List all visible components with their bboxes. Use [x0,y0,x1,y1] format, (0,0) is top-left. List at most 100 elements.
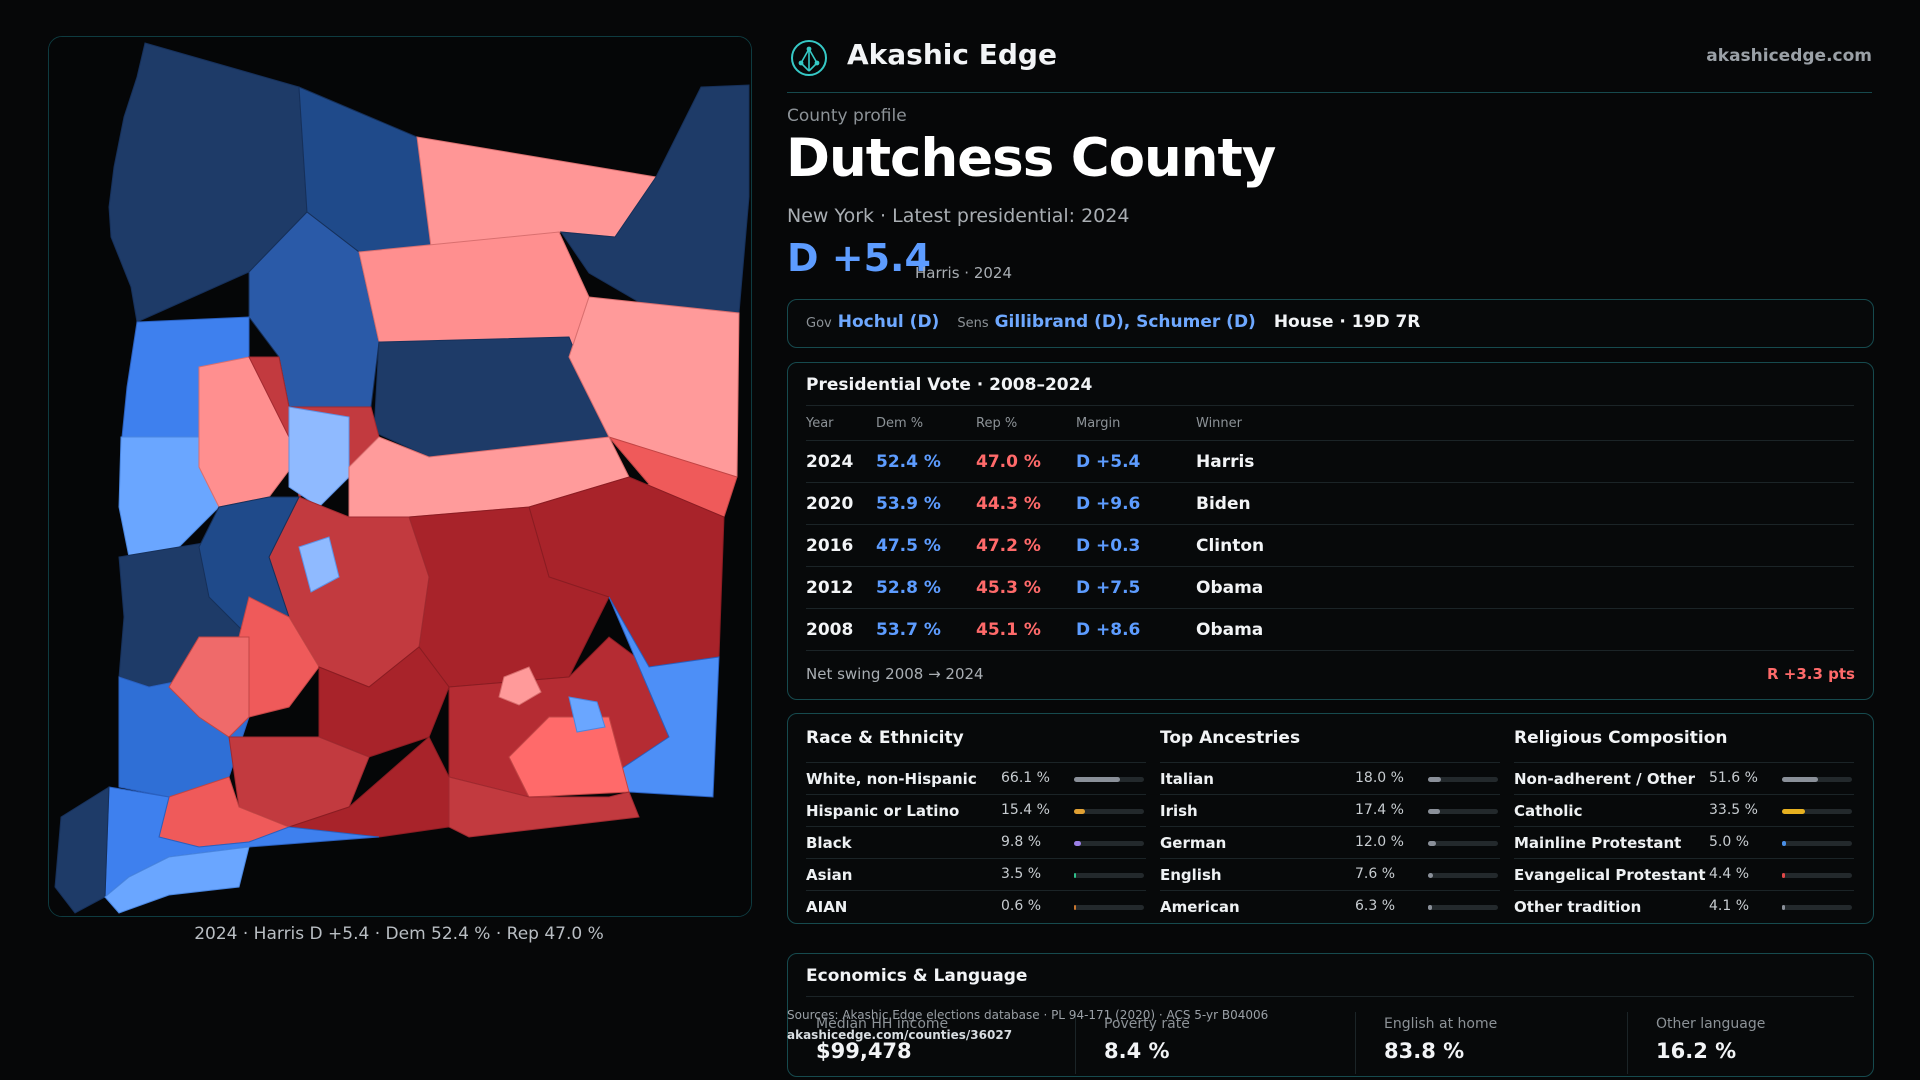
presidential-vote-card: Presidential Vote · 2008–2024 Year Dem %… [787,362,1874,700]
list-item: AIAN 0.6 % [806,890,1146,923]
cell-margin: D +9.6 [1076,482,1196,525]
demo-label: Evangelical Protestant [1514,866,1706,884]
demo-bar [1074,777,1144,782]
county-map[interactable] [48,36,752,917]
col-winner: Winner [1196,405,1854,441]
demo-bar [1782,809,1852,814]
demo-bar [1074,841,1144,846]
cell-margin: D +0.3 [1076,524,1196,567]
sources-url-link[interactable]: akashicedge.com/counties/36027 [787,1028,1013,1042]
demo-bar [1428,905,1498,910]
cell-rep: 47.2 % [976,524,1076,567]
sources-text: Sources: Akashic Edge elections database… [787,1008,1269,1022]
demo-label: AIAN [806,898,848,916]
headline-margin: D +5.4 [787,236,931,280]
demo-value: 12.0 % [1355,834,1404,850]
demo-value: 15.4 % [1001,802,1050,818]
ancestry-title: Top Ancestries [1160,728,1301,748]
demo-label: White, non-Hispanic [806,770,977,788]
cell-winner: Harris [1196,440,1854,483]
list-item: Irish 17.4 % [1160,794,1500,827]
metric-value: 16.2 % [1656,1039,1737,1063]
presidential-table: Year Dem % Rep % Margin Winner 2024 52.4… [806,405,1854,651]
demo-value: 66.1 % [1001,770,1050,786]
brand-url-link[interactable]: akashicedge.com [1706,46,1872,66]
table-row: 2024 52.4 % 47.0 % D +5.4 Harris [806,440,1854,483]
page-subtitle: New York · Latest presidential: 2024 [787,205,1130,227]
metric-english-at-home: English at home 83.8 % [1355,1012,1628,1074]
demo-value: 51.6 % [1709,770,1758,786]
map-region[interactable] [498,666,542,706]
demo-bar-fill [1074,905,1076,910]
map-region[interactable] [288,406,350,508]
cell-dem: 53.9 % [876,482,976,525]
table-row: 2012 52.8 % 45.3 % D +7.5 Obama [806,566,1854,609]
demo-label: Other tradition [1514,898,1642,916]
metric-value: $99,478 [816,1039,912,1063]
demographics-card: Race & Ethnicity White, non-Hispanic 66.… [787,713,1874,924]
cell-year: 2024 [806,440,876,483]
metric-label: English at home [1384,1016,1498,1032]
economics-card: Economics & Language Median HH income $9… [787,953,1874,1077]
map-region[interactable] [298,536,340,593]
cell-margin: D +7.5 [1076,566,1196,609]
list-item: Non-adherent / Other 51.6 % [1514,762,1854,795]
col-margin: Margin [1076,405,1196,441]
demo-label: Mainline Protestant [1514,834,1682,852]
officials-card: Gov Hochul (D) Sens Gillibrand (D), Schumer… [787,299,1874,348]
metric-label: Median HH income [816,1016,949,1032]
demo-value: 4.4 % [1709,866,1750,882]
senators-value: Gillibrand (D), Schumer (D) [994,312,1256,332]
brand-name: Akashic Edge [847,38,1057,71]
list-item: Italian 18.0 % [1160,762,1500,795]
economics-title: Economics & Language [806,966,1028,986]
col-rep: Rep % [976,405,1076,441]
map-region[interactable] [54,786,110,914]
demo-bar-fill [1782,777,1818,782]
list-item: Catholic 33.5 % [1514,794,1854,827]
demo-bar [1074,809,1144,814]
metric-label: Poverty rate [1104,1016,1190,1032]
list-item: White, non-Hispanic 66.1 % [806,762,1146,795]
demo-label: Catholic [1514,802,1583,820]
cell-year: 2008 [806,608,876,651]
sources-footer: Sources: Akashic Edge elections database… [787,1005,1268,1045]
sens-label: Sens [957,316,989,331]
map-region[interactable] [608,596,720,798]
demo-bar-fill [1428,809,1440,814]
presidential-title: Presidential Vote · 2008–2024 [806,375,1093,395]
cell-dem: 47.5 % [876,524,976,567]
demo-value: 33.5 % [1709,802,1758,818]
demo-label: Non-adherent / Other [1514,770,1695,788]
list-item: Evangelical Protestant 4.4 % [1514,858,1854,891]
metric-poverty-rate: Poverty rate 8.4 % [1075,1012,1356,1074]
demo-bar-fill [1782,809,1805,814]
map-region[interactable] [104,846,250,914]
gov-label: Gov [806,316,832,331]
cell-margin: D +5.4 [1076,440,1196,483]
map-region[interactable] [448,776,640,838]
demo-label: Asian [806,866,853,884]
precinct-map[interactable] [49,37,751,916]
list-item: Black 9.8 % [806,826,1146,859]
col-dem: Dem % [876,405,976,441]
cell-rep: 45.1 % [976,608,1076,651]
col-year: Year [806,405,876,441]
demo-label: English [1160,866,1222,884]
list-item: Other tradition 4.1 % [1514,890,1854,923]
demo-label: Hispanic or Latino [806,802,960,820]
map-region[interactable] [568,696,606,733]
demo-value: 18.0 % [1355,770,1404,786]
cell-rep: 47.0 % [976,440,1076,483]
net-swing-value: R +3.3 pts [1767,665,1855,683]
demo-label: Black [806,834,852,852]
table-row: 2016 47.5 % 47.2 % D +0.3 Clinton [806,524,1854,567]
list-item: Hispanic or Latino 15.4 % [806,794,1146,827]
demo-bar-fill [1428,905,1432,910]
cell-year: 2020 [806,482,876,525]
net-swing-label: Net swing 2008 → 2024 [806,665,984,683]
cell-dem: 53.7 % [876,608,976,651]
demo-bar-fill [1074,777,1120,782]
demo-bar [1782,905,1852,910]
cell-winner: Obama [1196,608,1854,651]
